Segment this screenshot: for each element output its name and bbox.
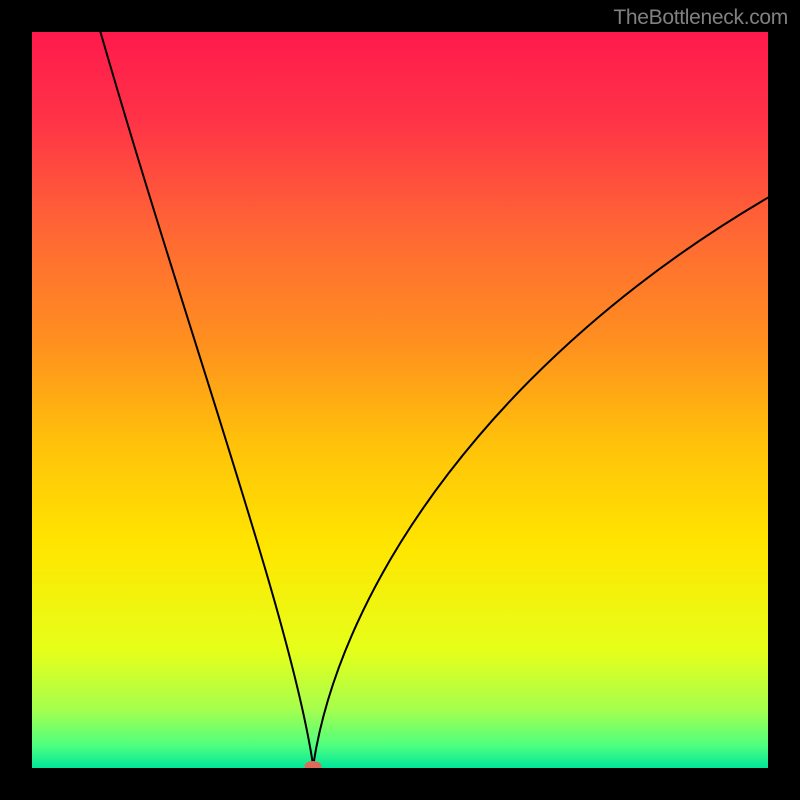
bottleneck-curve xyxy=(32,32,768,768)
outer-frame: TheBottleneck.com xyxy=(0,0,800,800)
plot-area xyxy=(32,32,768,768)
bottleneck-marker xyxy=(305,761,322,768)
watermark-text: TheBottleneck.com xyxy=(613,6,788,30)
